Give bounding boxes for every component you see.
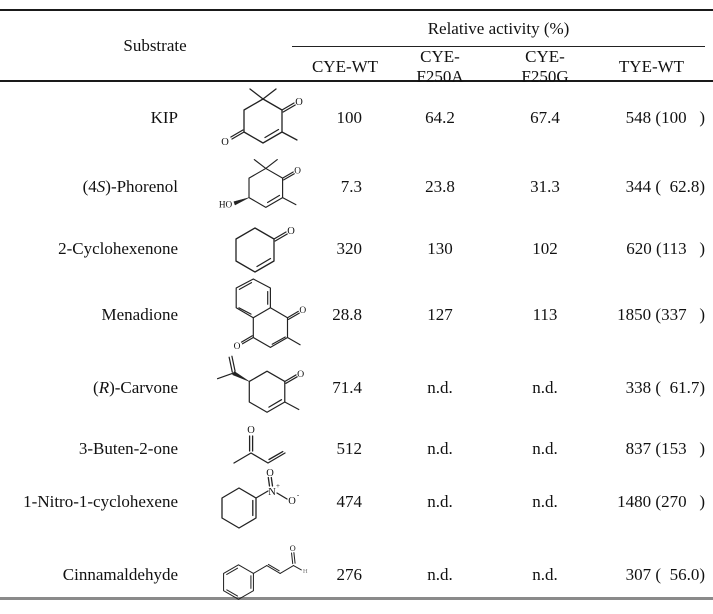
menadione-structure-image: O O [185, 273, 310, 357]
table-body: KIP O O 100 64.2 67.4 548 (100 ) ( [0, 82, 713, 600]
activity-value: 320 [336, 239, 363, 258]
tye-activity-value: 548 (100 ) [625, 108, 705, 127]
activity-value: 7.3 [340, 177, 362, 196]
oxygen-atom-label: O [297, 369, 304, 380]
oxygen-atom-label: O [247, 425, 255, 436]
butenone-structure-image: O [185, 423, 310, 475]
oxygen-atom-label: O [294, 167, 301, 177]
oxygen-atom-label: O [287, 226, 295, 237]
activity-value: 102 [532, 239, 558, 258]
cinnamaldehyde-structure-image: O H [185, 536, 310, 614]
column-header-cye-f250a: CYE-F250A [416, 47, 464, 86]
activity-value: 130 [427, 239, 453, 258]
activity-value: n.d. [532, 378, 558, 397]
activity-value: 71.4 [332, 378, 362, 397]
activity-value: 28.8 [332, 305, 362, 324]
hydrogen-atom-label: H [303, 568, 308, 575]
table-row: 1-Nitro-1-cyclohexene N + O O - 474 n.d.… [0, 468, 713, 536]
oxygen-atom-label: O [288, 496, 296, 507]
plus-charge-label: + [276, 482, 280, 490]
activity-value: 23.8 [425, 177, 455, 196]
activity-value: n.d. [427, 492, 453, 511]
column-header-cye-f250g: CYE-F250G [521, 47, 569, 86]
oxygen-atom-label: O [295, 97, 303, 108]
table-row: 3-Buten-2-one O 512 n.d. n.d. 837 (153 ) [0, 423, 713, 468]
hydroxyl-group-label: HO [219, 200, 233, 210]
table-row: KIP O O 100 64.2 67.4 548 (100 ) [0, 82, 713, 154]
tye-activity-value: 344 ( 62.8) [625, 177, 705, 196]
activity-value: n.d. [532, 439, 558, 458]
table-row: Menadione O O 28.8 127 113 [0, 273, 713, 352]
activity-value: 67.4 [530, 108, 560, 127]
nitrogen-atom-label: N [268, 487, 276, 498]
tye-activity-value: 307 ( 56.0) [625, 565, 705, 584]
substrate-name: (R)-Carvone [93, 378, 178, 397]
substrate-column-header: Substrate [123, 35, 187, 55]
column-header-tye-wt: TYE-WT [618, 57, 685, 76]
activity-value: 113 [532, 305, 558, 324]
tye-activity-value: 620 (113 ) [626, 239, 705, 258]
kip-structure-image: O O [185, 85, 310, 151]
tye-activity-value: 1850 (337 ) [617, 305, 705, 324]
tye-activity-value: 1480 (270 ) [617, 492, 705, 511]
table-row: (R)-Carvone O 71.4 n.d. n.d. 338 ( 61.7) [0, 350, 713, 423]
activity-table: Substrate Relative activity (%) CYE-WT C… [0, 9, 713, 600]
substrate-name: KIP [150, 108, 178, 127]
activity-value: 512 [336, 439, 363, 458]
activity-value: 276 [336, 565, 363, 584]
substrate-name: (4S)-Phorenol [82, 177, 178, 196]
activity-value: 31.3 [530, 177, 560, 196]
column-header-cye-wt: CYE-WT [311, 57, 379, 76]
cyclohexenone-structure-image: O [185, 219, 310, 279]
activity-value: n.d. [427, 565, 453, 584]
table-row: Cinnamaldehyde O H 276 n.d. n.d [0, 536, 713, 600]
table-row: (4S)-Phorenol O HO 7.3 23.8 31.3 344 ( 6… [0, 154, 713, 219]
activity-value: 100 [336, 108, 363, 127]
table-row: 2-Cyclohexenone O 320 130 102 620 (113 ) [0, 219, 713, 273]
oxygen-atom-label: O [234, 342, 241, 352]
tye-activity-value: 837 (153 ) [625, 439, 705, 458]
carvone-structure-image: O [185, 350, 310, 426]
oxygen-atom-label: O [221, 137, 229, 148]
phorenol-structure-image: O HO [185, 154, 310, 220]
group-header-relative-activity: Relative activity (%) [292, 11, 705, 47]
table-header: Substrate Relative activity (%) CYE-WT C… [0, 9, 713, 86]
oxygen-atom-label: O [266, 468, 274, 479]
activity-value: 474 [336, 492, 363, 511]
tye-activity-value: 338 ( 61.7) [625, 378, 705, 397]
activity-value: n.d. [532, 492, 558, 511]
activity-value: n.d. [427, 378, 453, 397]
substrate-name: 3-Buten-2-one [78, 439, 178, 458]
enzyme-column-headers: CYE-WT CYE-F250A CYE-F250G TYE-WT [310, 47, 713, 86]
nitrocyclohexene-structure-image: N + O O - [185, 468, 310, 536]
substrate-name: Menadione [101, 305, 178, 324]
substrate-name: 1-Nitro-1-cyclohexene [23, 492, 178, 511]
substrate-name: 2-Cyclohexenone [58, 239, 178, 258]
activity-value: 127 [427, 305, 453, 324]
oxygen-atom-label: O [290, 544, 296, 553]
oxygen-atom-label: O [299, 306, 306, 316]
activity-value: 64.2 [425, 108, 455, 127]
activity-value: n.d. [532, 565, 558, 584]
minus-charge-label: - [296, 491, 299, 499]
substrate-name: Cinnamaldehyde [62, 565, 178, 584]
activity-value: n.d. [427, 439, 453, 458]
